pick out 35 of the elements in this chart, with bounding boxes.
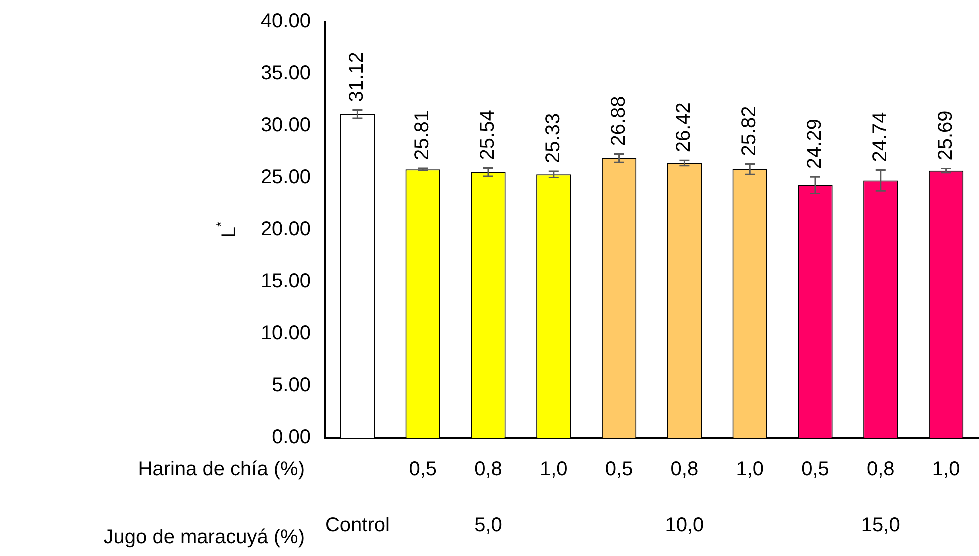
- text: 10,0: [665, 514, 704, 537]
- y-tick-label: 20.00: [260, 218, 311, 241]
- y-tick-label: 30.00: [260, 114, 311, 137]
- data-label: 25.33: [542, 113, 564, 164]
- x-tick-label: 0,8: [670, 458, 699, 481]
- x-tick-label: 1,0: [932, 458, 960, 481]
- x-tick-label: 1,0: [540, 458, 568, 481]
- text: 15,0: [861, 514, 900, 537]
- x-tick-label: 0,8: [866, 458, 895, 481]
- x-tick-label: 0,5: [605, 458, 634, 481]
- y-tick-label: 5.00: [272, 374, 311, 397]
- y-tick-label: 35.00: [260, 62, 311, 85]
- data-label: 25.81: [412, 110, 434, 161]
- data-label: 26.88: [608, 96, 630, 146]
- data-label: 31.12: [346, 52, 368, 102]
- y-tick-label: 10.00: [260, 322, 311, 345]
- data-label: 24.74: [869, 112, 892, 162]
- text: Jugo de maracuyá (%): [104, 526, 305, 549]
- data-label: 24.29: [804, 119, 826, 170]
- data-label: 25.69: [934, 110, 957, 161]
- data-label: 25.82: [738, 106, 761, 156]
- y-axis-title: L*: [214, 222, 241, 238]
- data-label: 25.54: [477, 110, 500, 160]
- y-tick-label: 40.00: [260, 10, 311, 33]
- y-tick-label: 25.00: [260, 166, 311, 189]
- x-tick-label: 0,5: [802, 458, 830, 481]
- data-label: 26.42: [673, 102, 696, 153]
- text: 5,0: [474, 514, 502, 537]
- x-tick-label: 0,8: [474, 458, 502, 481]
- y-tick-label: 15.00: [260, 270, 311, 293]
- text: Harina de chía (%): [138, 458, 305, 481]
- x-tick-label: 1,0: [736, 458, 764, 481]
- text: Control: [325, 514, 390, 537]
- y-tick-label: 0.00: [272, 426, 311, 449]
- x-tick-label: 0,5: [409, 458, 438, 481]
